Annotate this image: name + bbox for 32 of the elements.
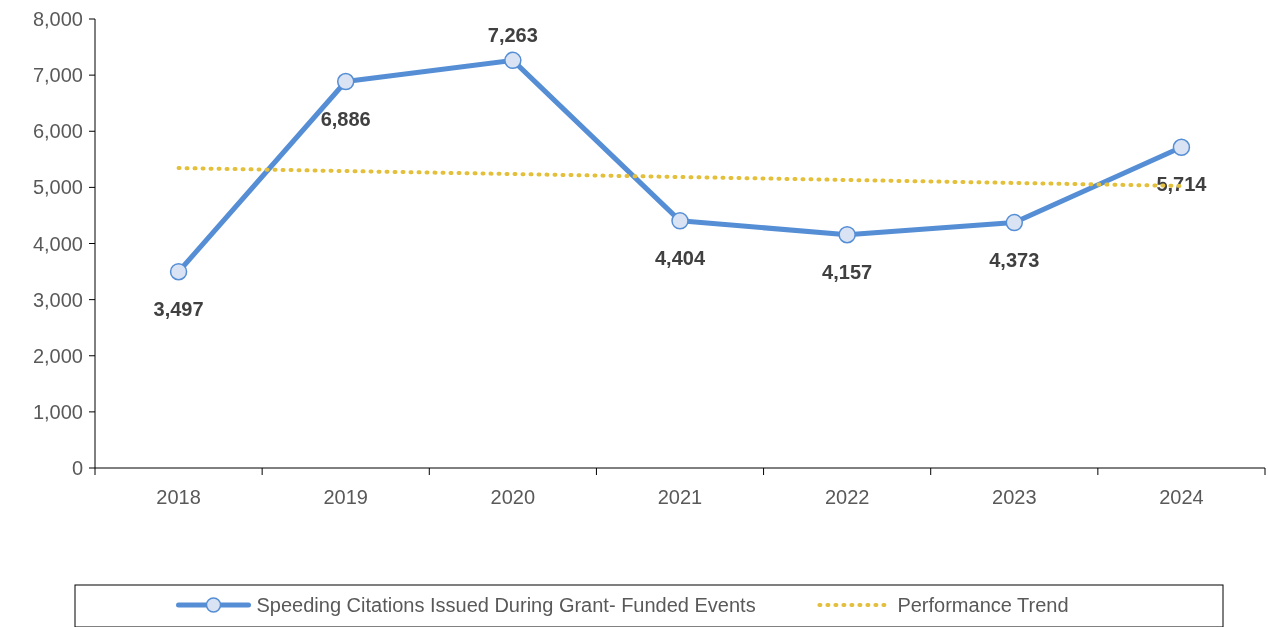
x-tick-label: 2023 bbox=[992, 486, 1037, 508]
y-tick-label: 3,000 bbox=[32, 288, 83, 311]
point bbox=[169, 262, 188, 281]
y-tick-label: 7,000 bbox=[32, 64, 83, 87]
data-label: 4,404 bbox=[654, 246, 706, 269]
x-tick-label: 2020 bbox=[490, 486, 536, 508]
data-label: 3,497 bbox=[153, 297, 204, 320]
y-tick-label: 5,000 bbox=[32, 176, 83, 199]
y-tick-label: 6,000 bbox=[32, 120, 83, 143]
point bbox=[838, 225, 856, 244]
y-tick-label: 0 bbox=[71, 457, 83, 479]
point bbox=[504, 51, 522, 70]
x-tick-label: 2018 bbox=[156, 486, 201, 508]
data-label: 7,263 bbox=[487, 24, 538, 47]
x-tick-label: 2022 bbox=[824, 486, 870, 508]
x-tick-label: 2024 bbox=[1159, 486, 1204, 508]
point bbox=[336, 72, 355, 91]
point bbox=[1172, 138, 1191, 157]
y-tick-label: 2,000 bbox=[32, 344, 83, 367]
y-tick-label: 4,000 bbox=[32, 232, 83, 255]
x-tick-label: 2019 bbox=[323, 486, 368, 508]
y-tick-label: 1,000 bbox=[32, 400, 83, 423]
data-label: 6,886 bbox=[320, 107, 371, 130]
point bbox=[671, 212, 689, 230]
y-tick-label: 8,000 bbox=[32, 8, 83, 30]
data-label: 4,373 bbox=[989, 248, 1040, 271]
legend-label: Speeding Citations Issued During Grant- Funded Events bbox=[256, 594, 756, 616]
legend-label: Performance Trend bbox=[897, 594, 1069, 616]
point bbox=[1005, 213, 1024, 232]
x-tick-label: 2021 bbox=[657, 486, 703, 508]
data-label: 5,714 bbox=[1156, 173, 1208, 196]
data-label: 4,157 bbox=[822, 260, 873, 283]
